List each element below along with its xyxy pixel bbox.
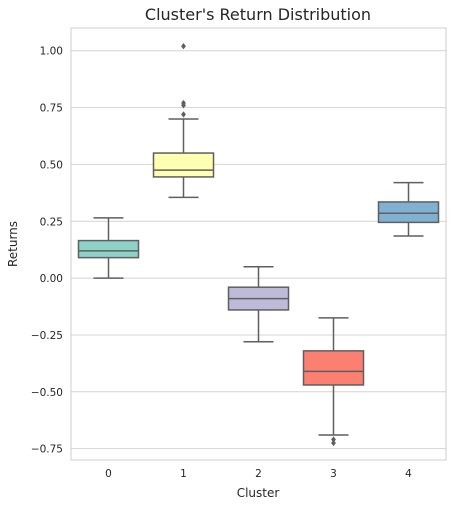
y-tick-label: −0.25 xyxy=(31,330,63,342)
x-axis-label: Cluster xyxy=(237,486,280,500)
box-cluster-2 xyxy=(227,265,290,343)
iqr-box xyxy=(302,350,365,386)
boxes xyxy=(77,42,440,447)
y-tick-label: −0.50 xyxy=(31,387,63,399)
iqr-box xyxy=(77,239,140,259)
iqr-box xyxy=(152,152,215,178)
y-ticks: −0.75 −0.50 −0.25 0.00 0.25 0.50 0.75 1.00 xyxy=(31,46,63,456)
y-tick-label: 0.50 xyxy=(40,159,63,171)
box-cluster-4 xyxy=(377,181,440,237)
x-tick-label: 3 xyxy=(330,468,337,480)
box-cluster-3 xyxy=(302,317,365,447)
x-tick-label: 2 xyxy=(255,468,262,480)
x-tick-label: 0 xyxy=(105,468,112,480)
iqr-box xyxy=(377,201,440,224)
x-ticks: 0 1 2 3 4 xyxy=(105,468,412,480)
x-tick-label: 4 xyxy=(405,468,412,480)
outlier-point xyxy=(181,99,186,107)
y-tick-label: 0.25 xyxy=(40,216,63,228)
outlier-point xyxy=(181,111,186,118)
plot-area xyxy=(70,27,447,461)
x-tick-label: 1 xyxy=(180,468,187,480)
outlier-point xyxy=(331,439,336,447)
outlier-point xyxy=(331,436,336,443)
y-tick-label: −0.75 xyxy=(31,444,63,456)
outlier-point xyxy=(181,42,186,50)
chart-title: Cluster's Return Distribution xyxy=(145,5,371,24)
y-axis-label: Returns xyxy=(6,221,20,267)
y-tick-label: 0.00 xyxy=(40,273,63,285)
box-cluster-1 xyxy=(152,42,215,199)
y-tick-label: 0.75 xyxy=(40,103,63,115)
box-cluster-0 xyxy=(77,217,140,279)
y-tick-label: 1.00 xyxy=(40,46,63,58)
